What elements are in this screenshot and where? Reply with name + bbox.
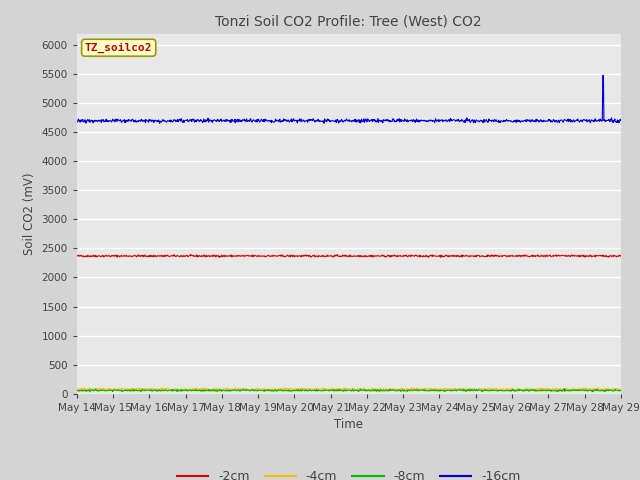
Text: TZ_soilco2: TZ_soilco2 (85, 43, 152, 53)
Y-axis label: Soil CO2 (mV): Soil CO2 (mV) (23, 172, 36, 255)
Title: Tonzi Soil CO2 Profile: Tree (West) CO2: Tonzi Soil CO2 Profile: Tree (West) CO2 (216, 14, 482, 28)
Legend: -2cm, -4cm, -8cm, -16cm: -2cm, -4cm, -8cm, -16cm (172, 465, 526, 480)
X-axis label: Time: Time (334, 418, 364, 431)
